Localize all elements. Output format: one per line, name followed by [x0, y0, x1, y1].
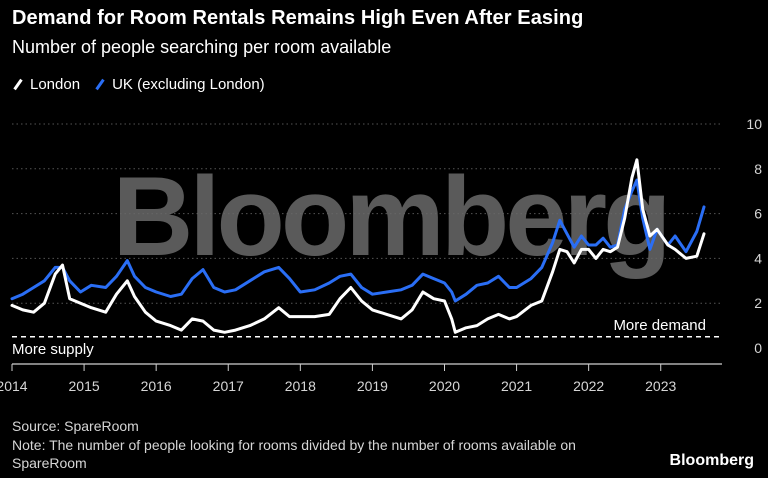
x-tick-label: 2020 — [429, 378, 460, 394]
x-tick-label: 2014 — [0, 378, 28, 394]
gridlines — [12, 123, 722, 304]
x-tick-label: 2023 — [645, 378, 676, 394]
x-tick-label: 2016 — [141, 378, 172, 394]
bloomberg-logo: Bloomberg — [669, 452, 754, 469]
legend-item-london: London — [12, 76, 80, 93]
series-line-uk — [10, 178, 706, 303]
source-note: Source: SpareRoom — [12, 418, 139, 434]
x-axis: 2014 2015 2016 2017 2018 2019 2020 2021 2022 2023 — [0, 363, 722, 394]
threshold-line: More demand More supply — [12, 317, 722, 358]
y-tick-label: 0 — [754, 340, 762, 356]
chart-title: Demand for Room Rentals Remains High Eve… — [12, 7, 584, 29]
legend-item-uk: UK (excluding London) — [94, 76, 265, 93]
x-tick-label: 2018 — [285, 378, 316, 394]
y-tick-label: 4 — [754, 250, 762, 266]
bloomberg-watermark: Bloomberg — [112, 154, 667, 279]
legend-label-uk: UK (excluding London) — [112, 76, 265, 93]
x-tick-label: 2015 — [69, 378, 100, 394]
more-demand-label: More demand — [613, 317, 706, 334]
y-tick-label: 8 — [754, 161, 762, 177]
series-line-london — [10, 158, 706, 334]
line-chart: Bloomberg More demand More supply 0 2 4 6 8 10… — [0, 116, 762, 394]
y-tick-label: 6 — [754, 206, 762, 222]
footnote: Note: The number of people looking for r… — [12, 437, 576, 471]
x-tick-label: 2019 — [357, 378, 388, 394]
legend-label-london: London — [30, 76, 81, 93]
x-tick-label: 2017 — [213, 378, 244, 394]
legend: London UK (excluding London) — [12, 76, 265, 93]
series-lines — [10, 158, 706, 334]
y-axis: 0 2 4 6 8 10 — [746, 116, 762, 356]
y-tick-label: 10 — [746, 116, 762, 132]
chart-subtitle: Number of people searching per room avai… — [12, 37, 392, 57]
x-tick-label: 2022 — [573, 378, 604, 394]
more-supply-label: More supply — [12, 341, 94, 358]
x-tick-label: 2021 — [501, 378, 532, 394]
y-tick-label: 2 — [754, 295, 762, 311]
